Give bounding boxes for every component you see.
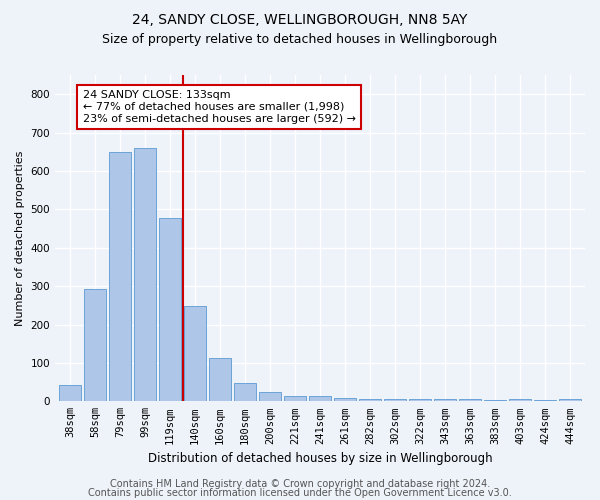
Bar: [334, 398, 356, 402]
Text: Size of property relative to detached houses in Wellingborough: Size of property relative to detached ho…: [103, 32, 497, 46]
Bar: [235, 383, 256, 402]
Text: Contains HM Land Registry data © Crown copyright and database right 2024.: Contains HM Land Registry data © Crown c…: [110, 479, 490, 489]
Bar: [109, 152, 131, 402]
Bar: [184, 306, 206, 402]
Bar: [85, 289, 106, 402]
Bar: [559, 400, 581, 402]
Y-axis label: Number of detached properties: Number of detached properties: [15, 150, 25, 326]
Bar: [484, 400, 506, 402]
Bar: [509, 400, 530, 402]
Bar: [59, 385, 80, 402]
X-axis label: Distribution of detached houses by size in Wellingborough: Distribution of detached houses by size …: [148, 452, 493, 465]
Bar: [409, 400, 431, 402]
Text: 24, SANDY CLOSE, WELLINGBOROUGH, NN8 5AY: 24, SANDY CLOSE, WELLINGBOROUGH, NN8 5AY: [133, 12, 467, 26]
Bar: [359, 400, 380, 402]
Bar: [460, 400, 481, 402]
Bar: [310, 396, 331, 402]
Text: Contains public sector information licensed under the Open Government Licence v3: Contains public sector information licen…: [88, 488, 512, 498]
Bar: [209, 358, 230, 402]
Bar: [434, 400, 455, 402]
Bar: [284, 396, 305, 402]
Bar: [259, 392, 281, 402]
Text: 24 SANDY CLOSE: 133sqm
← 77% of detached houses are smaller (1,998)
23% of semi-: 24 SANDY CLOSE: 133sqm ← 77% of detached…: [83, 90, 356, 124]
Bar: [535, 400, 556, 402]
Bar: [160, 218, 181, 402]
Bar: [385, 398, 406, 402]
Bar: [134, 148, 155, 402]
